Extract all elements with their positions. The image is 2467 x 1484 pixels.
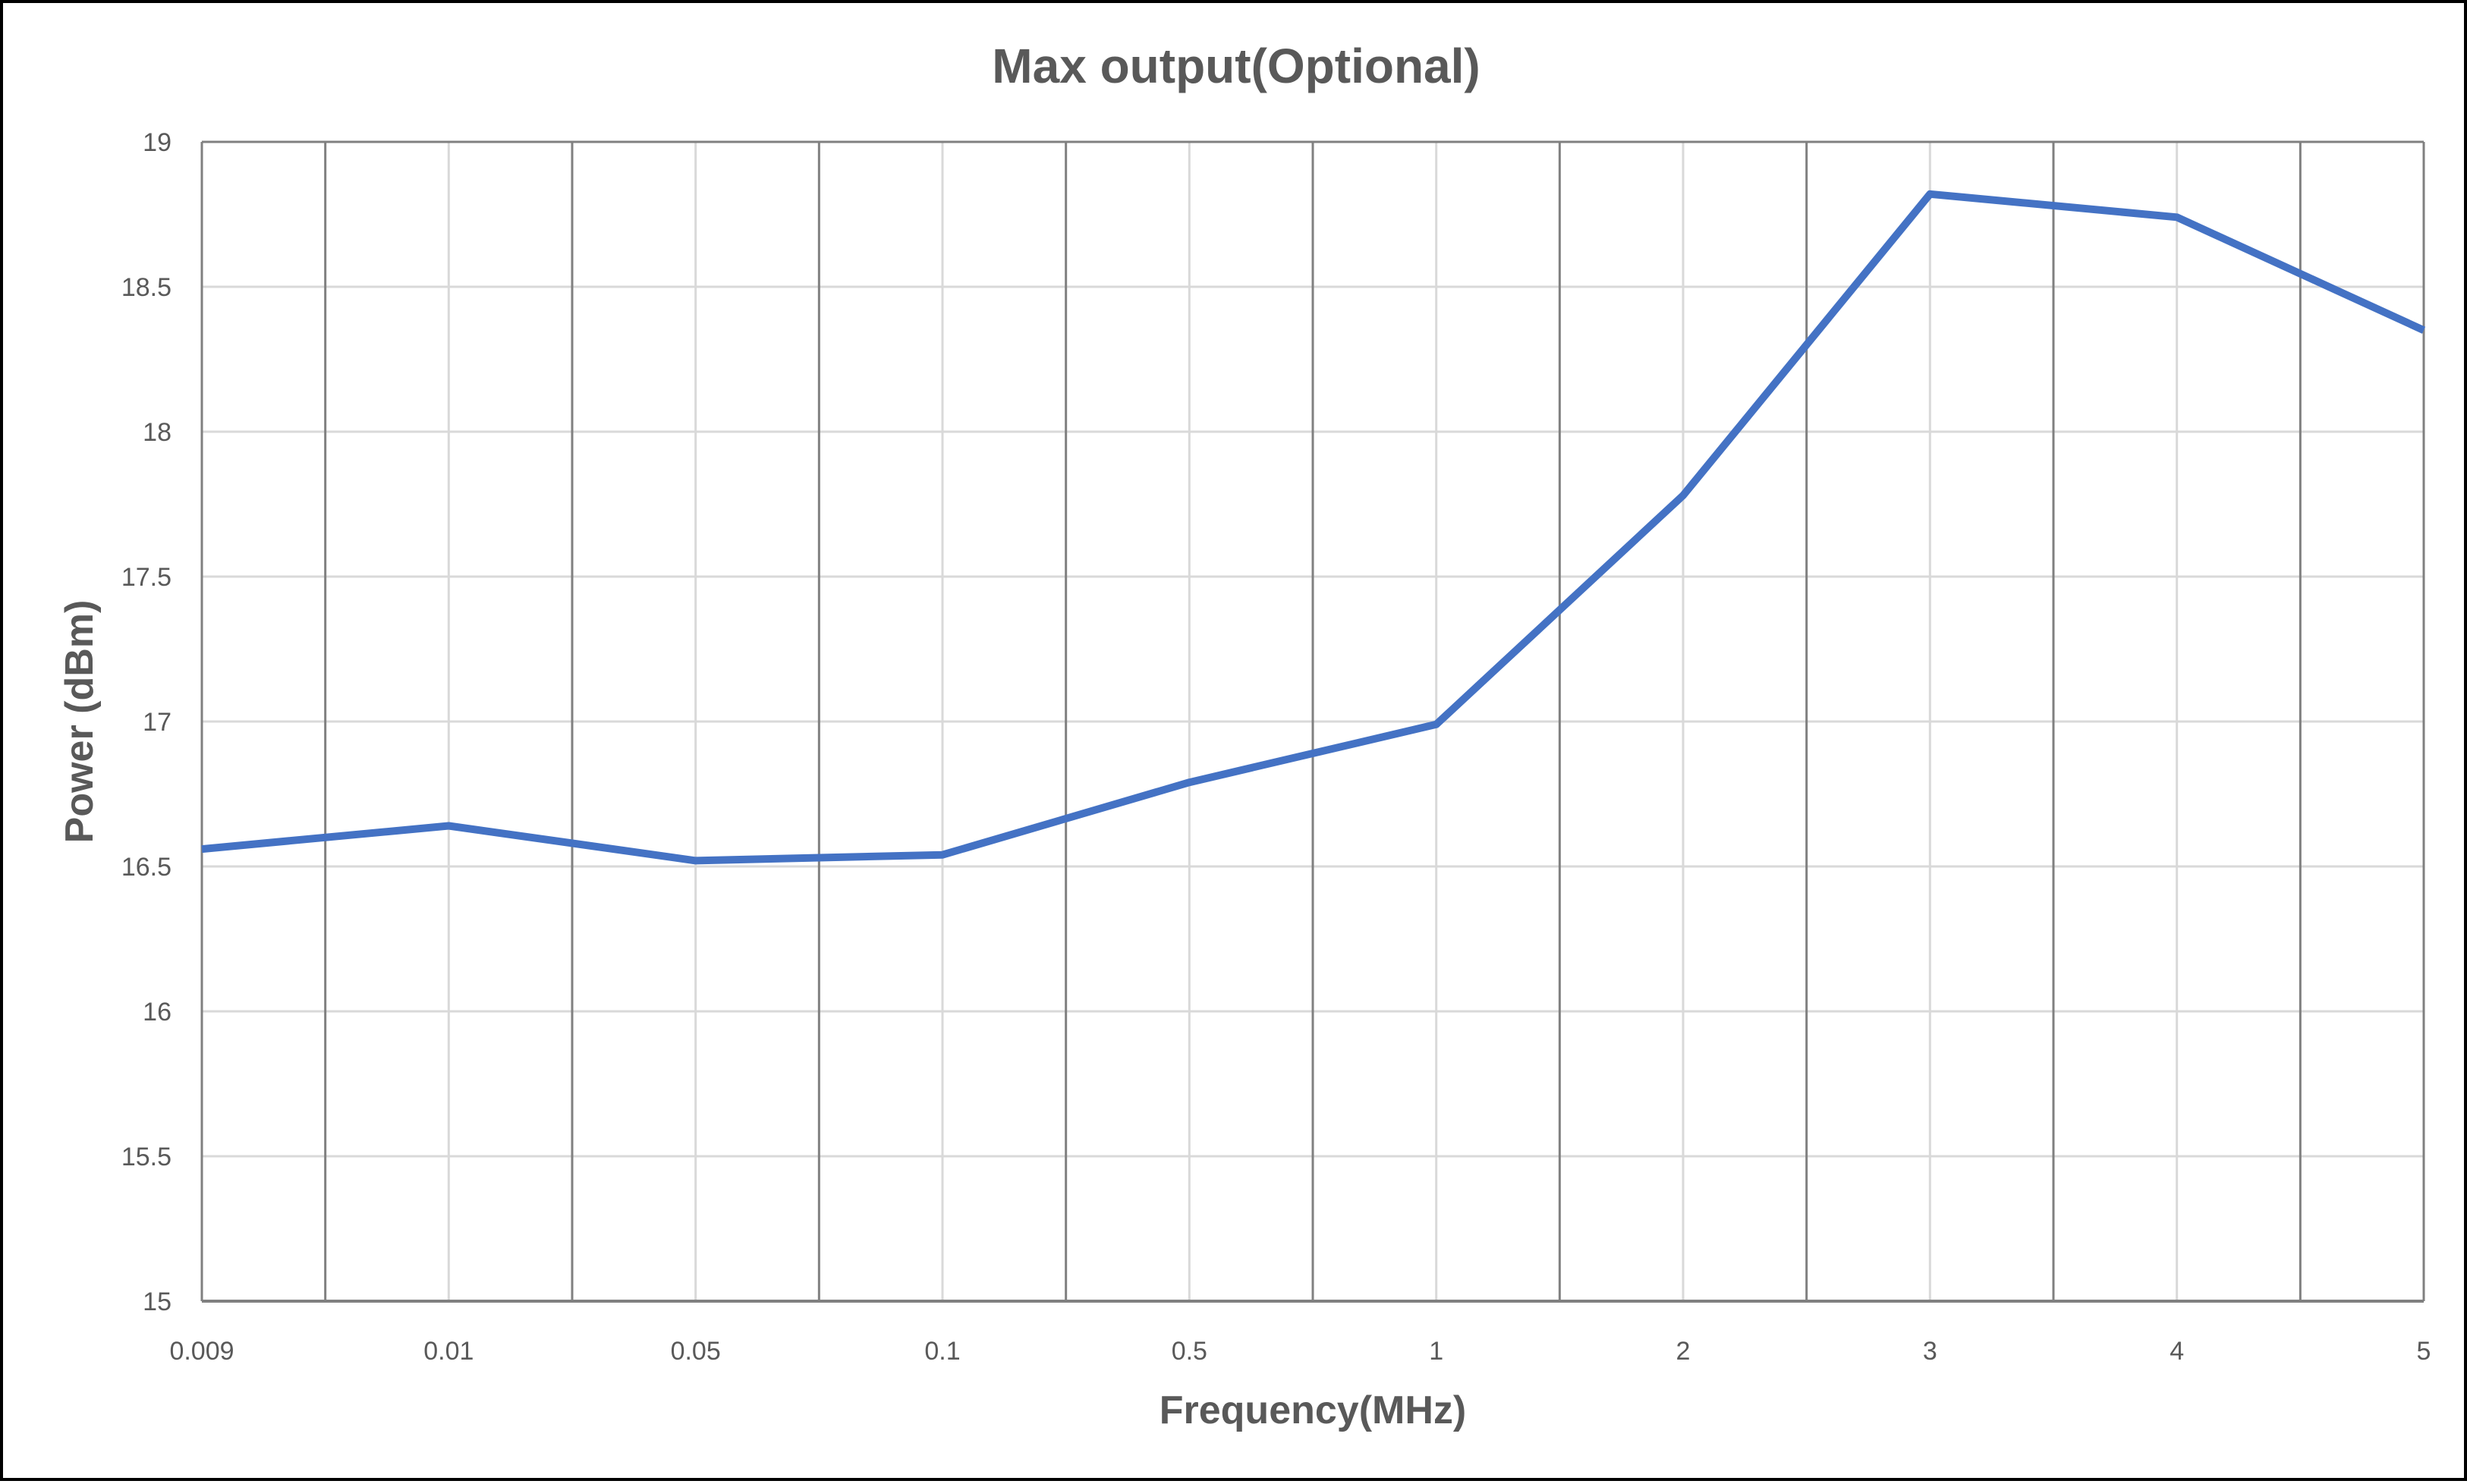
line-chart: Max output(Optional) 1515.51616.51717.51…	[58, 39, 2431, 1432]
x-tick-label: 4	[2170, 1337, 2184, 1366]
x-tick-label: 5	[2417, 1337, 2431, 1366]
x-axis-title: Frequency(MHz)	[1160, 1388, 1466, 1432]
x-tick-label: 0.1	[924, 1337, 960, 1366]
y-tick-label: 18	[143, 418, 171, 447]
y-axis-title: Power (dBm)	[58, 600, 102, 844]
x-tick-label: 2	[1676, 1337, 1691, 1366]
x-tick-label: 0.009	[169, 1337, 234, 1366]
x-tick-label: 3	[1923, 1337, 1937, 1366]
y-tick-label: 16.5	[121, 853, 171, 882]
y-tick-label: 15	[143, 1287, 171, 1316]
y-tick-label: 17.5	[121, 563, 171, 592]
x-tick-label: 0.05	[671, 1337, 721, 1366]
x-tick-label: 0.01	[423, 1337, 474, 1366]
y-tick-label: 18.5	[121, 273, 171, 302]
x-tick-label: 0.5	[1172, 1337, 1207, 1366]
x-tick-label: 1	[1429, 1337, 1443, 1366]
x-axis-tick-labels: 0.009 0.01 0.05 0.1 0.5 1 2 3 4 5	[169, 1337, 2431, 1366]
y-tick-label: 19	[143, 128, 171, 157]
y-tick-label: 15.5	[121, 1143, 171, 1171]
y-axis-tick-labels: 15 15.5 16 16.5 17 17.5 18 18.5 19	[121, 128, 171, 1316]
data-series-line	[201, 190, 2426, 865]
y-tick-label: 17	[143, 708, 171, 737]
y-tick-label: 16	[143, 998, 171, 1027]
chart-title: Max output(Optional)	[992, 39, 1480, 93]
plot-axes	[200, 140, 2425, 1303]
